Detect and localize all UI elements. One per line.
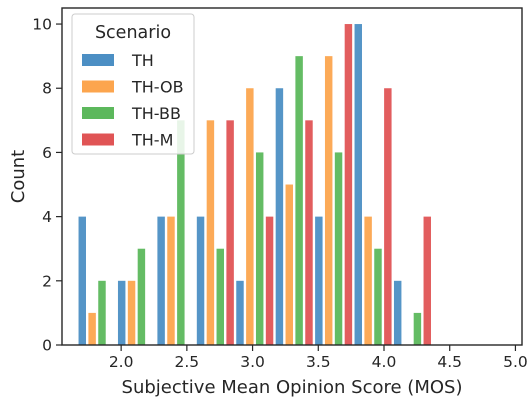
legend-title: Scenario xyxy=(95,23,171,43)
bar-th-bb-bin-4 xyxy=(216,248,224,345)
x-tick-label: 5.0 xyxy=(503,353,528,371)
legend-label-th-ob: TH-OB xyxy=(131,78,184,97)
bar-th-bb-bin-3 xyxy=(177,120,185,345)
x-tick-label: 3.0 xyxy=(240,353,265,371)
bar-th-ob-bin-5 xyxy=(246,88,254,345)
y-tick-label: 0 xyxy=(42,337,52,355)
bar-th-bin-6 xyxy=(275,88,284,345)
bar-th-m-bin-5 xyxy=(265,216,274,345)
y-tick-label: 8 xyxy=(42,80,52,98)
bar-th-bin-5 xyxy=(236,280,244,345)
bar-th-bin-8 xyxy=(354,24,362,346)
y-axis-title: Count xyxy=(8,150,29,203)
x-tick-label: 3.5 xyxy=(306,353,331,371)
legend-items: TH TH-OB TH-BB TH-M xyxy=(82,51,184,150)
bar-th-ob-bin-4 xyxy=(206,120,215,345)
legend-label-th: TH xyxy=(131,51,154,70)
y-tick-label: 4 xyxy=(42,208,52,226)
legend-swatch-th-bb xyxy=(82,107,114,119)
bar-th-bin-9 xyxy=(393,280,402,345)
y-tick-label: 10 xyxy=(32,16,52,34)
y-tick-label: 2 xyxy=(42,272,52,290)
bar-th-m-bin-7 xyxy=(344,24,353,346)
legend-label-th-bb: TH-BB xyxy=(131,104,181,123)
bar-th-bin-1 xyxy=(78,216,86,345)
x-axis: 2.0 2.5 3.0 3.5 4.0 4.5 5.0 xyxy=(109,345,528,371)
bar-th-bin-3 xyxy=(157,216,165,345)
bar-th-ob-bin-8 xyxy=(364,216,372,345)
bar-th-m-bin-6 xyxy=(305,120,313,345)
y-axis: 0 2 4 6 8 10 xyxy=(32,16,62,355)
plot-frame xyxy=(61,7,523,346)
bar-th-m-bin-8 xyxy=(384,88,392,345)
bar-th-bin-7 xyxy=(315,216,323,345)
bar-th-bb-bin-7 xyxy=(334,152,343,345)
bar-th-ob-bin-6 xyxy=(285,184,293,345)
bar-th-ob-bin-2 xyxy=(127,280,136,345)
bar-th-bin-4 xyxy=(196,216,205,345)
x-tick-label: 4.0 xyxy=(372,353,397,371)
bar-th-bb-bin-8 xyxy=(374,248,382,345)
bar-th-m-bin-9 xyxy=(423,216,431,345)
bar-th-bb-bin-9 xyxy=(413,312,422,345)
bar-th-ob-bin-1 xyxy=(88,312,96,345)
bar-th-bb-bin-5 xyxy=(255,152,264,345)
legend-swatch-th-m xyxy=(82,133,114,146)
legend-swatch-th-ob xyxy=(82,80,114,93)
bar-th-bb-bin-6 xyxy=(295,56,303,346)
x-tick-label: 2.0 xyxy=(109,353,134,371)
y-tick-label: 6 xyxy=(42,144,52,162)
legend: Scenario TH TH-OB TH-BB TH-M xyxy=(71,13,195,155)
bar-th-ob-bin-3 xyxy=(167,216,175,345)
bar-th-m-bin-4 xyxy=(226,120,234,345)
bar-th-bb-bin-1 xyxy=(98,280,106,345)
bar-th-bb-bin-2 xyxy=(137,248,146,345)
legend-label-th-m: TH-M xyxy=(131,131,173,150)
bars-group xyxy=(78,24,431,346)
x-tick-label: 2.5 xyxy=(175,353,200,371)
bar-th-bin-2 xyxy=(117,280,126,345)
legend-swatch-th xyxy=(82,54,114,66)
x-tick-label: 4.5 xyxy=(437,353,462,371)
bar-th-ob-bin-7 xyxy=(324,56,333,346)
x-axis-title: Subjective Mean Opinion Score (MOS) xyxy=(122,377,463,398)
